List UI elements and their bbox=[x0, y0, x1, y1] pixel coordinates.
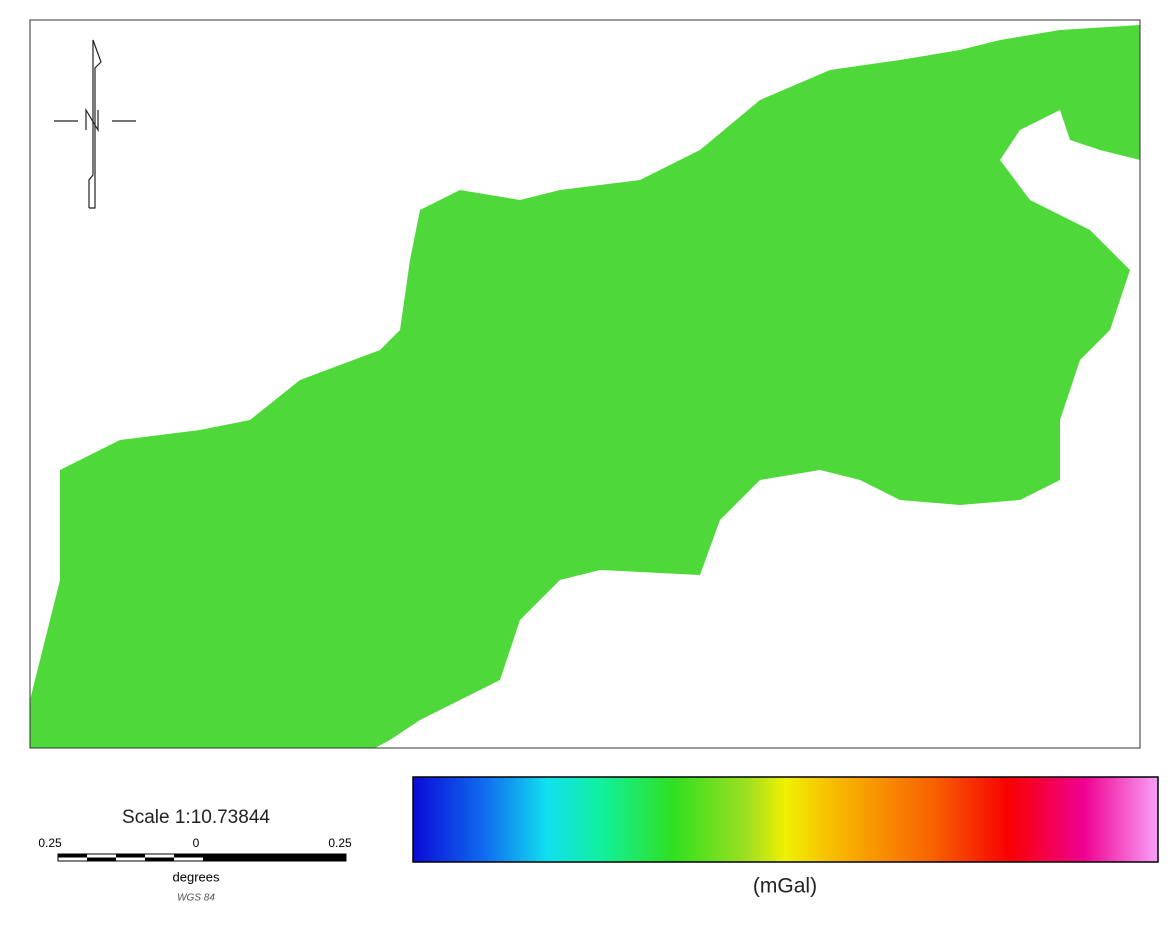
scale-label: 0 bbox=[193, 836, 200, 850]
scale-bar: Scale 1:10.73844 0.25 0 0.25 degrees WGS… bbox=[38, 807, 352, 904]
scale-label: 0.25 bbox=[328, 836, 352, 850]
scale-bar-seg bbox=[58, 854, 87, 858]
scale-bar-seg bbox=[203, 854, 346, 861]
scale-bar-seg bbox=[116, 854, 145, 858]
scale-bar-seg bbox=[145, 858, 174, 862]
map-page: Scale 1:10.73844 0.25 0 0.25 degrees WGS… bbox=[0, 0, 1171, 925]
scale-title: Scale 1:10.73844 bbox=[122, 807, 270, 828]
scale-label: 0.25 bbox=[38, 836, 62, 850]
scale-datum: WGS 84 bbox=[177, 893, 215, 904]
north-arrow-part bbox=[86, 110, 98, 130]
colorbar-ramp bbox=[413, 777, 1158, 862]
surface-base bbox=[0, 0, 1171, 760]
north-arrow bbox=[54, 40, 136, 208]
anomaly-surface bbox=[0, 0, 1171, 760]
scale-unit: degrees bbox=[173, 869, 220, 884]
colorbar: (mGal) bbox=[413, 777, 1158, 898]
colorbar-unit: (mGal) bbox=[753, 875, 817, 898]
scale-bar-seg bbox=[174, 854, 203, 858]
scale-bar-seg bbox=[87, 858, 116, 862]
